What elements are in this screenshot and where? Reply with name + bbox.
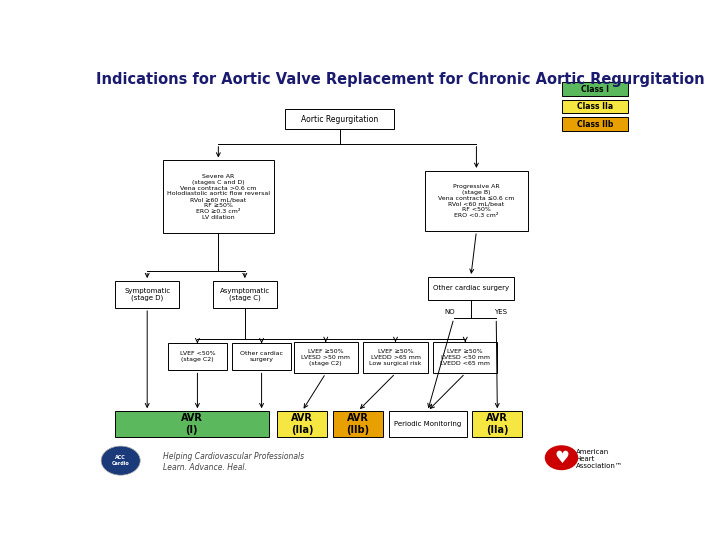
Text: YES: YES [494, 309, 507, 315]
FancyBboxPatch shape [472, 411, 523, 437]
Text: NO: NO [444, 309, 454, 315]
FancyBboxPatch shape [163, 160, 274, 233]
FancyBboxPatch shape [428, 277, 514, 300]
Text: Class I: Class I [581, 85, 609, 93]
Text: AVR
(IIa): AVR (IIa) [291, 413, 313, 435]
Text: Indications for Aortic Valve Replacement for Chronic Aortic Regurgitation: Indications for Aortic Valve Replacement… [96, 72, 704, 87]
Text: Aortic Regurgitation: Aortic Regurgitation [301, 115, 378, 124]
FancyBboxPatch shape [562, 82, 629, 96]
Text: LVEF <50%
(stage C2): LVEF <50% (stage C2) [179, 352, 215, 362]
Text: Class IIa: Class IIa [577, 102, 613, 111]
FancyBboxPatch shape [277, 411, 327, 437]
Text: Class IIb: Class IIb [577, 119, 613, 129]
Text: Severe AR
(stages C and D)
Vena contracta >0.6 cm
Holodiastolic aortic flow reve: Severe AR (stages C and D) Vena contract… [167, 174, 270, 220]
FancyBboxPatch shape [562, 100, 629, 113]
FancyBboxPatch shape [168, 343, 227, 370]
Text: American
Heart
Association™: American Heart Association™ [575, 449, 622, 469]
FancyBboxPatch shape [233, 343, 291, 370]
Text: AVR
(IIa): AVR (IIa) [486, 413, 508, 435]
FancyBboxPatch shape [213, 281, 277, 308]
Circle shape [101, 446, 140, 475]
FancyBboxPatch shape [294, 342, 358, 373]
Text: Other cardiac surgery: Other cardiac surgery [433, 285, 509, 291]
Text: Symptomatic
(stage D): Symptomatic (stage D) [124, 288, 171, 301]
FancyBboxPatch shape [115, 281, 179, 308]
FancyBboxPatch shape [389, 411, 467, 437]
Text: ACC
Cardio: ACC Cardio [112, 455, 130, 466]
Text: Progressive AR
(stage B)
Vena contracta ≤0.6 cm
RVol <60 mL/beat
RF <50%
ERO <0.: Progressive AR (stage B) Vena contracta … [438, 184, 515, 218]
Text: Periodic Monitoring: Periodic Monitoring [394, 421, 462, 427]
FancyBboxPatch shape [333, 411, 383, 437]
Text: LVEF ≥50%
LVEDD >65 mm
Low surgical risk: LVEF ≥50% LVEDD >65 mm Low surgical risk [369, 349, 422, 366]
Text: AVR
(I): AVR (I) [181, 413, 203, 435]
FancyBboxPatch shape [115, 411, 269, 437]
Text: LVEF ≥50%
LVESD <50 mm
LVEDD <65 mm: LVEF ≥50% LVESD <50 mm LVEDD <65 mm [440, 349, 490, 366]
Text: LVEF ≥50%
LVESD >50 mm
(stage C2): LVEF ≥50% LVESD >50 mm (stage C2) [301, 349, 350, 366]
Text: Other cardiac
surgery: Other cardiac surgery [240, 352, 283, 362]
FancyBboxPatch shape [425, 171, 528, 231]
Text: AVR
(IIb): AVR (IIb) [346, 413, 369, 435]
Text: Helping Cardiovascular Professionals
Learn. Advance. Heal.: Helping Cardiovascular Professionals Lea… [163, 452, 304, 471]
FancyBboxPatch shape [364, 342, 428, 373]
FancyBboxPatch shape [433, 342, 498, 373]
Circle shape [545, 446, 578, 470]
FancyBboxPatch shape [562, 117, 629, 131]
Text: ♥: ♥ [554, 449, 569, 467]
Text: Asymptomatic
(stage C): Asymptomatic (stage C) [220, 288, 270, 301]
FancyBboxPatch shape [285, 109, 394, 129]
